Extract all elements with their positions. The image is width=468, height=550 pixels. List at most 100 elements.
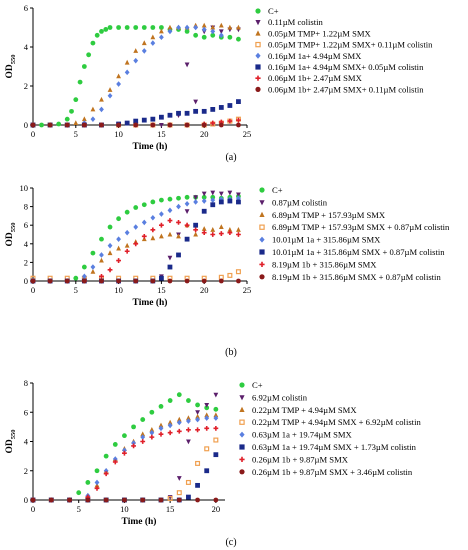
- data-point: [107, 267, 113, 273]
- data-point: [116, 73, 121, 79]
- data-point: [133, 57, 139, 64]
- data-point: [107, 242, 113, 249]
- data-point: [116, 122, 121, 128]
- data-point: [159, 25, 164, 30]
- data-point: [159, 222, 164, 228]
- legend-label: 0.63µM 1a + 19.74µM SMX + 1.73µM colisti…: [252, 442, 417, 452]
- legend-label: 8.19µM 1b + 315.86µM SMX: [272, 259, 377, 269]
- data-point: [195, 427, 200, 433]
- data-point: [186, 398, 191, 403]
- data-point: [201, 26, 207, 33]
- data-point: [107, 250, 113, 256]
- legend-label: 6.89µM TMP + 157.93µM SMX + 0.87µM colis…: [272, 222, 450, 232]
- data-point: [213, 497, 219, 503]
- data-point: [30, 122, 36, 128]
- data-point: [218, 122, 224, 128]
- legend-marker: [239, 469, 245, 475]
- data-point: [116, 278, 121, 284]
- data-point: [176, 476, 182, 481]
- data-point: [176, 497, 182, 503]
- data-point: [236, 227, 241, 232]
- y-tick-label: 2: [24, 81, 28, 91]
- data-point: [158, 422, 164, 428]
- data-point: [124, 120, 130, 126]
- x-tick-label: 25: [243, 129, 252, 139]
- y-axis-label: OD550: [5, 55, 17, 79]
- data-point: [210, 24, 216, 30]
- legend-label: 10.01µM 1a + 315.86µM SMX + 0.87µM colis…: [272, 247, 445, 257]
- data-point: [193, 227, 199, 233]
- data-point: [210, 197, 216, 203]
- data-point: [184, 201, 190, 207]
- data-point: [201, 226, 207, 231]
- series-3: [30, 222, 241, 283]
- data-point: [167, 264, 173, 270]
- data-point: [159, 114, 164, 120]
- y-axis-label-text: OD550: [5, 55, 17, 79]
- data-point: [201, 278, 207, 284]
- data-point: [159, 211, 164, 217]
- data-point: [99, 122, 104, 128]
- x-tick-label: 0: [31, 504, 35, 514]
- data-point: [218, 199, 224, 205]
- y-axis-label-text: OD550: [5, 430, 17, 454]
- data-point: [184, 110, 190, 116]
- data-point: [204, 425, 210, 431]
- data-point: [227, 227, 233, 232]
- data-point: [210, 190, 216, 196]
- data-point: [99, 106, 104, 113]
- data-point: [56, 121, 62, 127]
- data-point: [201, 191, 207, 197]
- data-point: [140, 434, 146, 440]
- data-point: [141, 40, 147, 46]
- legend-marker: [255, 41, 261, 48]
- y-axis-label-subscript: 550: [10, 223, 17, 233]
- data-point: [186, 439, 191, 445]
- data-point: [85, 480, 91, 485]
- data-point: [167, 218, 173, 223]
- data-point: [159, 275, 164, 281]
- data-point: [124, 69, 130, 76]
- data-point: [99, 257, 104, 263]
- data-point: [193, 195, 199, 201]
- data-point: [64, 116, 70, 122]
- legend-label: 0.63µM 1a + 19.74µM SMX: [252, 430, 353, 440]
- series-1: [30, 193, 241, 284]
- x-tick-label: 5: [77, 504, 81, 514]
- data-point: [218, 29, 224, 35]
- x-tick-label: 0: [31, 285, 35, 295]
- series-5: [30, 415, 219, 503]
- legend-marker: [239, 419, 245, 425]
- data-point: [227, 198, 233, 204]
- data-point: [210, 107, 216, 112]
- data-point: [193, 222, 199, 228]
- data-point: [213, 452, 219, 458]
- series-8: [30, 497, 219, 503]
- data-point: [210, 32, 216, 38]
- legend-marker: [239, 431, 245, 438]
- data-point: [213, 425, 219, 431]
- data-point: [149, 427, 155, 432]
- panel-2: 0 2 4 6 8 10 0 5 10 15 20 25 Time (h) OD550 C+ 0.87µM c…: [5, 183, 450, 358]
- data-point: [167, 231, 173, 237]
- legend-label: 0.26µM 1b + 9.87µM SMX: [252, 454, 349, 464]
- y-tick-label: 6: [24, 220, 28, 230]
- legend-marker: [259, 261, 265, 267]
- data-point: [133, 278, 139, 284]
- data-point: [184, 194, 190, 200]
- data-point: [124, 25, 130, 30]
- legend-marker: [239, 444, 245, 450]
- data-point: [133, 118, 139, 124]
- data-point: [195, 482, 200, 488]
- panel-3: 0 2 4 6 8 0 5 10 15 20 Time (h) OD550 C+ 6.92µM colis…: [5, 378, 421, 548]
- data-point: [213, 392, 219, 398]
- data-point: [201, 208, 207, 214]
- data-point: [159, 197, 164, 203]
- data-point: [103, 27, 109, 32]
- data-point: [141, 48, 147, 54]
- data-point: [186, 415, 191, 421]
- data-point: [167, 278, 173, 284]
- y-axis-label-subscript: 550: [10, 55, 17, 65]
- legend-label: 0.06µM 1b+ 2.47µM SMX+ 0.11µM colistin: [268, 84, 424, 94]
